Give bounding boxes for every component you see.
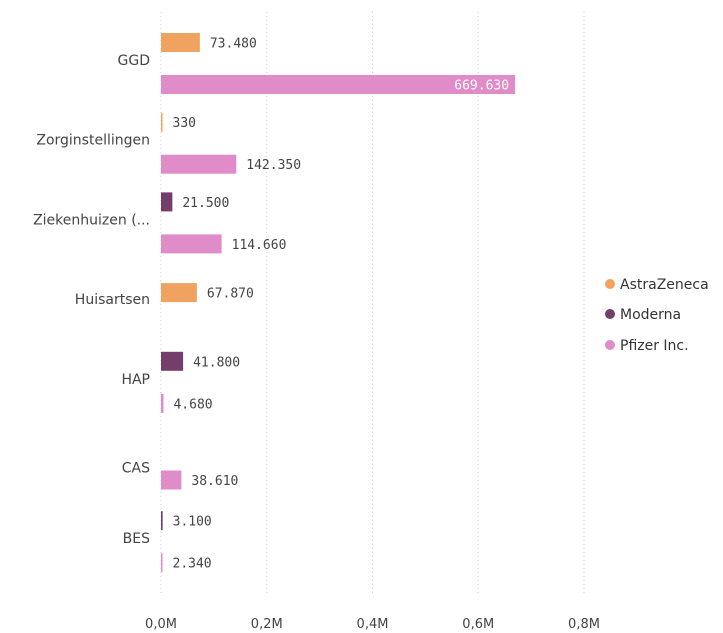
x-tick-label: 0,8M — [568, 617, 600, 632]
bar-pfizer-inc-hap[interactable] — [161, 393, 164, 413]
bar-astrazeneca-huisartsen[interactable] — [161, 283, 197, 303]
x-tick-label: 0,6M — [462, 617, 494, 632]
bar-pfizer-inc-zorginstellingen[interactable] — [161, 154, 237, 174]
bar-astrazeneca-zorginstellingen[interactable] — [161, 112, 163, 132]
bar-pfizer-inc-ggd[interactable] — [161, 75, 516, 94]
legend-item-astrazeneca[interactable]: AstraZeneca — [605, 277, 709, 293]
legend-swatch-pfizer — [605, 340, 615, 350]
data-label-pfizer-inc-zorginstellingen: 142.350 — [246, 158, 301, 173]
category-label-ziekenhuizen: Ziekenhuizen (... — [33, 212, 150, 228]
data-labels: 73.480 669.630 330 142.350 21.500 114.660 67.8… — [173, 37, 510, 572]
category-label-hap: HAP — [121, 372, 150, 388]
data-label-moderna-ziekenhuizen: 21.500 — [182, 196, 229, 211]
data-label-pfizer-inc-bes: 2.340 — [173, 557, 212, 572]
data-label-pfizer-inc-ggd: 669.630 — [454, 79, 509, 94]
data-label-pfizer-inc-ziekenhuizen: 114.660 — [232, 238, 287, 253]
legend-swatch-moderna — [605, 309, 615, 319]
data-label-pfizer-inc-hap: 4.680 — [173, 397, 212, 412]
bar-pfizer-inc-bes[interactable] — [161, 553, 163, 573]
bar-pfizer-inc-ziekenhuizen[interactable] — [161, 234, 222, 254]
data-label-moderna-bes: 3.100 — [173, 515, 212, 530]
category-label-ggd: GGD — [118, 53, 150, 69]
bar-moderna-bes[interactable] — [161, 511, 163, 531]
legend-label-pfizer: Pfizer Inc. — [620, 338, 689, 354]
data-label-astrazeneca-huisartsen: 67.870 — [207, 287, 254, 302]
x-tick-label: 0,4M — [357, 617, 389, 632]
legend-item-pfizer[interactable]: Pfizer Inc. — [605, 338, 689, 354]
bar-moderna-ziekenhuizen[interactable] — [161, 192, 173, 212]
legend-label-moderna: Moderna — [620, 307, 681, 323]
data-label-pfizer-inc-cas: 38.610 — [191, 474, 238, 489]
category-labels: GGD Zorginstellingen Ziekenhuizen (... Huis… — [33, 53, 150, 547]
legend-item-moderna[interactable]: Moderna — [605, 307, 681, 323]
data-label-astrazeneca-ggd: 73.480 — [210, 37, 257, 52]
gridlines — [160, 12, 585, 595]
x-tick-label: 0,2M — [251, 617, 283, 632]
legend-label-astrazeneca: AstraZeneca — [620, 277, 709, 293]
x-axis-ticks: 0,0M 0,2M 0,4M 0,6M 0,8M — [145, 617, 600, 632]
bar-pfizer-inc-cas[interactable] — [161, 470, 182, 490]
category-label-bes: BES — [123, 531, 150, 547]
legend: AstraZeneca Moderna Pfizer Inc. — [605, 277, 709, 354]
category-label-cas: CAS — [122, 461, 150, 477]
data-label-astrazeneca-zorginstellingen: 330 — [173, 116, 196, 131]
category-label-huisartsen: Huisartsen — [75, 292, 150, 308]
category-label-zorginstellingen: Zorginstellingen — [36, 133, 150, 149]
x-tick-label: 0,0M — [145, 617, 177, 632]
bars — [161, 33, 516, 573]
legend-swatch-astrazeneca — [605, 279, 615, 289]
data-label-moderna-hap: 41.800 — [193, 355, 240, 370]
bar-astrazeneca-ggd[interactable] — [161, 33, 200, 52]
bar-moderna-hap[interactable] — [161, 351, 184, 371]
